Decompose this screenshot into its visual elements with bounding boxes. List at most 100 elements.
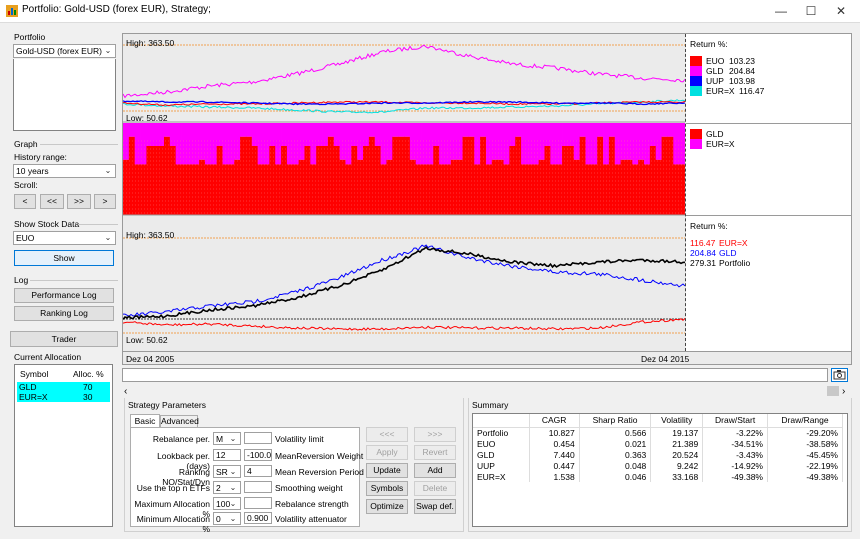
optimize-button[interactable]: Optimize [366,499,408,514]
table-row[interactable]: Portfolio 10.827 0.566 19.137 -3.22% -29.20% [473,427,843,438]
prev-button[interactable]: <<< [366,427,408,442]
allocation-bar-gld [573,159,581,215]
swap-def-button[interactable]: Swap def. [414,499,456,514]
minimize-icon[interactable]: — [775,4,787,18]
tab-basic[interactable]: Basic [130,414,160,427]
portfolio-list[interactable] [13,59,116,131]
table-row[interactable]: UUP 0.447 0.048 9.242 -14.92% -22.19% [473,460,843,471]
allocation-bar-gld [204,164,212,215]
vol-limit-input[interactable] [244,432,272,444]
maximize-icon[interactable]: ☐ [805,4,817,18]
alloc-legend-gld: GLD [706,129,724,139]
allocation-bar-gld [193,164,200,215]
summary-cell: -49.38% [767,471,843,482]
scroll-far-right-button[interactable]: >> [67,194,91,209]
log-group-line [30,280,118,281]
portfolio-select[interactable]: Gold-USD (forex EUR) ⌄ [13,44,116,58]
allocation-bar-eurx [614,123,621,165]
allocation-bar-eurx [322,123,329,146]
stock-select[interactable]: EUO ⌄ [13,231,116,245]
mr-period-input[interactable]: 4 [244,465,272,477]
min-alloc-value: 0 [216,514,221,524]
legend-name-eurx: EUR=X [719,238,748,248]
allocation-bar-gld [128,136,136,215]
summary-cell: 0.566 [579,427,652,438]
vol-att-input[interactable]: 0.900 [244,512,272,524]
topn-select[interactable]: 2 ⌄ [213,481,241,494]
summary-cell: -14.92% [702,460,768,471]
close-icon[interactable]: ✕ [835,4,847,18]
scroll-far-left-button[interactable]: << [40,194,64,209]
mr-weight-input[interactable]: -100.00 [244,449,272,461]
allocation-bar-gld [421,164,428,215]
reb-strength-input[interactable] [244,497,272,509]
allocation-bar-gld [398,136,405,215]
camera-icon[interactable] [831,368,848,382]
scroll-right-icon[interactable]: › [842,386,846,397]
scroll-thumb[interactable] [827,386,839,396]
symbols-button[interactable]: Symbols [366,481,408,496]
legend-name-uup: UUP [706,76,724,86]
summary-cell: EUR=X [473,471,530,482]
log-group-title: Log [14,275,29,285]
allocation-bar-eurx [275,123,282,165]
apply-button[interactable]: Apply [366,445,408,460]
allocation-bar-gld [275,164,282,215]
history-range-select[interactable]: 10 years ⌄ [13,164,116,178]
allocation-bar-gld [503,164,510,215]
update-button[interactable]: Update [366,463,408,478]
allocation-bar-gld [567,146,575,215]
allocation-bar-eurx [263,123,270,165]
show-button[interactable]: Show [14,250,114,266]
table-row[interactable]: EUO 0.454 0.021 21.389 -34.51% -38.58% [473,438,843,449]
allocation-bar-eurx [310,123,317,165]
allocation-bar-eurx [450,123,458,160]
allocation-bar-gld [316,146,323,215]
next-button[interactable]: >>> [414,427,456,442]
scroll-right-button[interactable]: > [94,194,116,209]
scroll-left-button[interactable]: < [14,194,36,209]
allocation-bar-gld [450,159,458,215]
ranking-log-button[interactable]: Ranking Log [14,306,114,321]
performance-log-button[interactable]: Performance Log [14,288,114,303]
revert-button[interactable]: Revert [414,445,456,460]
allocation-bar-eurx [673,123,680,165]
allocation-bar-gld [286,164,294,215]
rebalance-select[interactable]: M ⌄ [213,432,241,445]
allocation-bar-eurx [175,123,182,165]
summary-cell: 0.447 [529,460,580,471]
min-alloc-select[interactable]: 0 ⌄ [213,512,241,525]
allocation-bar-gld [281,146,288,215]
allocation-bar-eurx [404,123,411,137]
delete-button[interactable]: Delete [414,481,456,496]
lookback-input[interactable]: 12 [213,449,241,461]
max-alloc-select[interactable]: 100 ⌄ [213,497,241,510]
legend-value-portfolio: 279.31 [690,258,716,268]
ranking-select[interactable]: SR ⌄ [213,465,241,478]
smoothing-input[interactable] [244,481,272,493]
summary-header-row: CAGR Sharp Ratio Volatility Draw/Start D… [473,414,843,428]
table-row[interactable]: EUR=X 1.538 0.046 33.168 -49.38% -49.38% [473,471,843,482]
summary-table-box: CAGR Sharp Ratio Volatility Draw/Start D… [472,413,848,527]
allocation-table[interactable]: Symbol Alloc. % GLD 70 EUR=X 30 [14,364,113,527]
table-row[interactable]: EUR=X 30 [17,392,110,402]
trader-button[interactable]: Trader [10,331,118,347]
allocation-bar-gld [345,164,352,215]
table-row[interactable]: GLD 7.440 0.363 20.524 -3.43% -45.45% [473,449,843,460]
tab-advanced[interactable]: Advanced [160,415,199,427]
legend-panel [686,34,851,351]
portfolio-group-title: Portfolio [14,32,46,42]
allocation-bar-eurx [286,123,294,165]
summary-cell: 0.048 [579,460,652,471]
chart-progress-bar[interactable] [122,368,828,382]
allocation-bar-gld [187,164,194,215]
add-button[interactable]: Add [414,463,456,478]
summary-cell: GLD [473,449,530,460]
allocation-bar-gld [538,159,545,215]
scroll-left-icon[interactable]: ‹ [124,386,128,397]
table-row[interactable]: GLD 70 [17,382,110,392]
allocation-bar-gld [620,159,627,215]
allocation-bar-gld [468,136,475,215]
title-bar: Portfolio: Gold-USD (forex EUR), Strateg… [0,0,860,22]
allocation-bar-gld [304,146,311,215]
